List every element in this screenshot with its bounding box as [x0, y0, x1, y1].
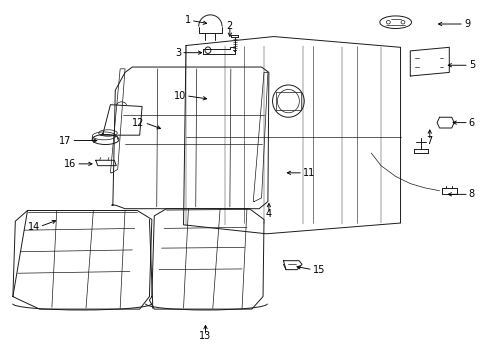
Text: 12: 12 — [132, 118, 144, 128]
Text: 2: 2 — [226, 21, 232, 31]
Text: 17: 17 — [59, 136, 71, 145]
Text: 3: 3 — [175, 48, 181, 58]
Text: 10: 10 — [173, 91, 185, 101]
Text: 15: 15 — [312, 265, 325, 275]
Text: 7: 7 — [426, 136, 432, 145]
Text: 1: 1 — [184, 15, 190, 26]
Text: 13: 13 — [199, 331, 211, 341]
Text: 5: 5 — [468, 60, 474, 70]
Text: 16: 16 — [64, 159, 76, 169]
Text: 4: 4 — [265, 209, 271, 219]
Text: 14: 14 — [27, 222, 40, 231]
Text: 8: 8 — [468, 189, 474, 199]
Text: 9: 9 — [463, 19, 469, 29]
Text: 6: 6 — [468, 118, 474, 128]
Text: 11: 11 — [303, 168, 315, 178]
